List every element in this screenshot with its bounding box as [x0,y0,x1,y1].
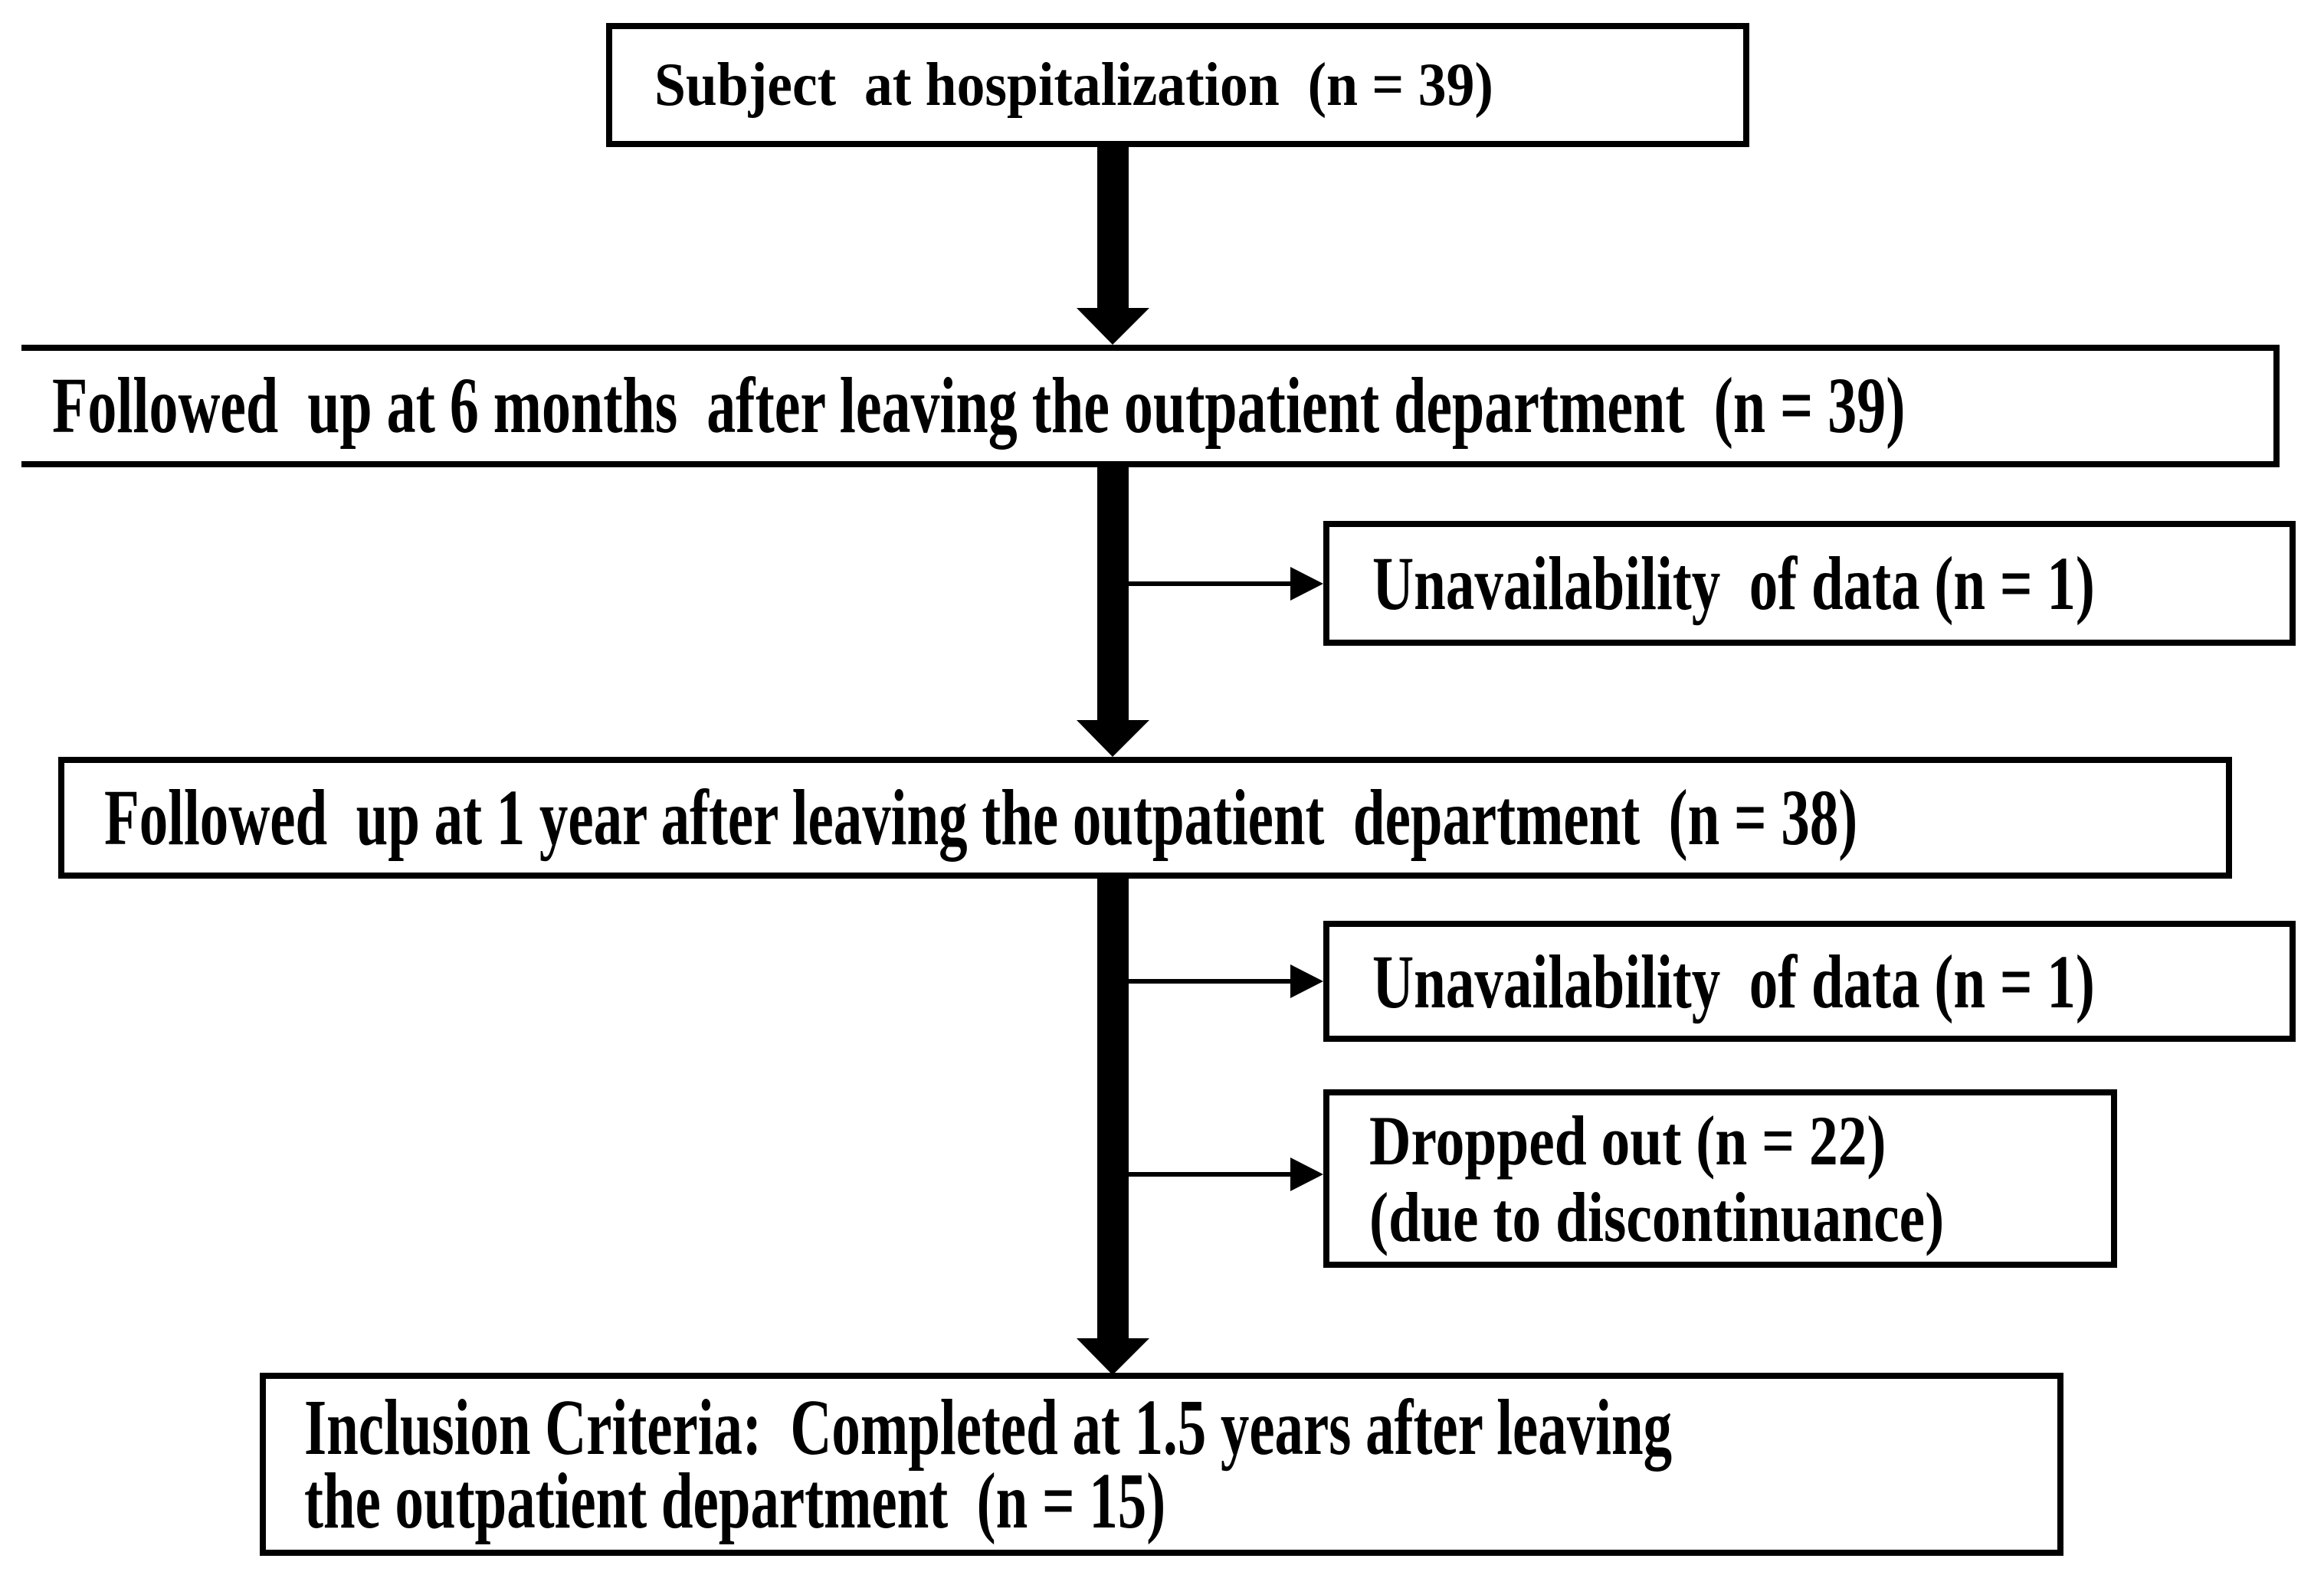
arrow-6months-to-1year [1077,466,1149,757]
box-unavailability-2-label: Unavailability of data (n = 1) [1372,938,2095,1024]
box-inclusion-criteria: Inclusion Criteria: Completed at 1.5 yea… [260,1373,2063,1556]
box-dropped-out-line1: Dropped out (n = 22) [1369,1101,1886,1180]
box-unavailability-1-label: Unavailability of data (n = 1) [1372,541,2095,626]
box-followed-up-1-year-label: Followed up at 1 year after leaving the … [104,773,1858,862]
box-unavailability-of-data-2: Unavailability of data (n = 1) [1323,921,2296,1042]
box-inclusion-criteria-line1: Inclusion Criteria: Completed at 1.5 yea… [304,1383,1673,1472]
box-unavailability-of-data-1: Unavailability of data (n = 1) [1323,521,2296,646]
box-subject-label: Subject at hospitalization (n = 39) [654,51,1493,119]
box-dropped-out-line2: (due to discontinuance) [1369,1177,1945,1256]
box-dropped-out: Dropped out (n = 22) (due to discontinua… [1323,1089,2117,1268]
branch-arrow-unavailability-1 [1126,567,1323,601]
box-followed-up-1-year: Followed up at 1 year after leaving the … [58,757,2232,879]
arrow-1year-to-inclusion [1077,877,1149,1375]
box-subject-at-hospitalization: Subject at hospitalization (n = 39) [606,23,1749,147]
branch-arrow-unavailability-2 [1126,964,1323,998]
box-followed-up-6-months-label: Followed up at 6 months after leaving th… [52,362,1906,450]
box-inclusion-criteria-line2: the outpatient department (n = 15) [304,1456,1166,1545]
branch-arrow-dropped-out [1126,1157,1323,1191]
box-followed-up-6-months: Followed up at 6 months after leaving th… [21,345,2280,467]
arrow-subject-to-6months [1077,147,1149,345]
